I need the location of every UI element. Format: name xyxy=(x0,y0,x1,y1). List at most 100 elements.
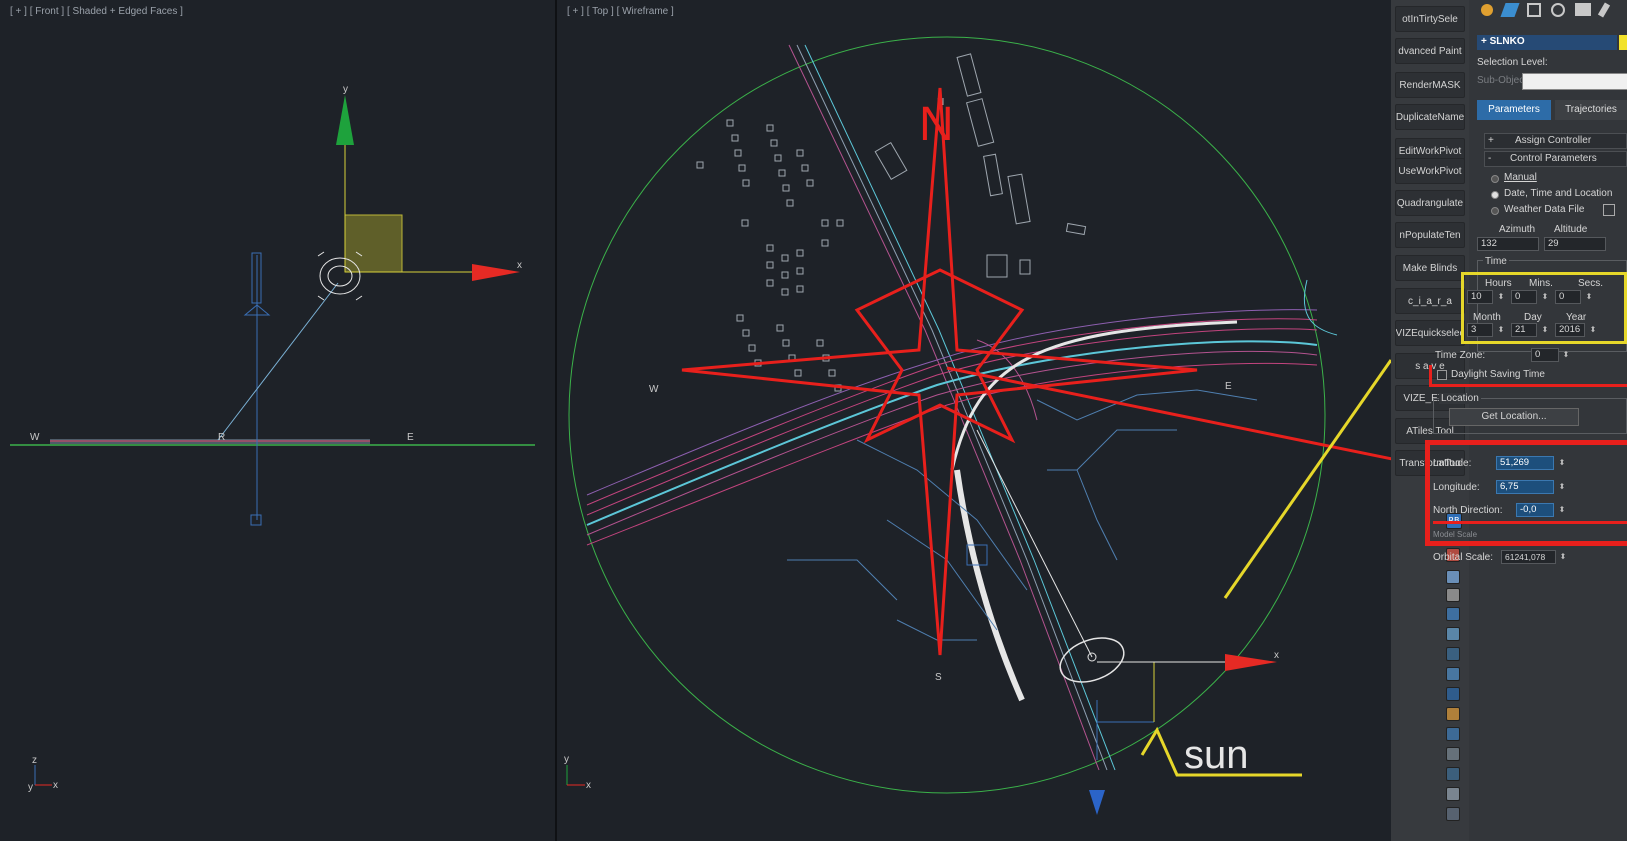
sun-ellipse-icon[interactable] xyxy=(1054,630,1130,690)
object-icon[interactable] xyxy=(1446,747,1460,761)
manual-radio[interactable] xyxy=(1491,175,1499,183)
day-field[interactable]: 21 xyxy=(1511,323,1537,337)
tool-button-1[interactable]: otInTirtySele xyxy=(1395,6,1465,32)
time-zone-field[interactable]: 0 xyxy=(1531,348,1559,362)
scene-icon[interactable] xyxy=(1446,687,1460,701)
hierarchy-tab-icon[interactable] xyxy=(1527,3,1541,17)
hours-field[interactable]: 10 xyxy=(1467,290,1493,304)
mins-field[interactable]: 0 xyxy=(1511,290,1537,304)
create-tab-icon[interactable] xyxy=(1481,4,1493,16)
tool-button-2[interactable]: dvanced Paint xyxy=(1395,38,1465,64)
front-compass-r: R xyxy=(218,432,225,443)
viewport-divider[interactable] xyxy=(555,0,557,841)
orbital-scale-spinner-icon[interactable]: ⬍ xyxy=(1559,552,1567,561)
front-compass-e: E xyxy=(407,432,414,443)
tool-button-11[interactable]: VIZEquickselec xyxy=(1395,320,1465,346)
modify-tab-icon[interactable] xyxy=(1500,3,1520,17)
front-tripod-x-label: x xyxy=(53,780,58,791)
sub-object-label: Sub-Object xyxy=(1477,75,1528,86)
render-icon[interactable] xyxy=(1446,548,1460,562)
time-zone-spinner-icon[interactable]: ⬍ xyxy=(1562,350,1570,359)
camera-icon[interactable] xyxy=(1446,647,1460,661)
tool-button-8[interactable]: nPopulateTen xyxy=(1395,222,1465,248)
tab-trajectories[interactable]: Trajectories xyxy=(1555,100,1627,120)
azimuth-field[interactable]: 132 xyxy=(1477,237,1539,251)
orbital-scale-label: Orbital Scale: xyxy=(1433,552,1494,563)
tab-parameters[interactable]: Parameters xyxy=(1477,100,1551,120)
sub-object-dropdown[interactable] xyxy=(1522,73,1627,90)
gizmo-y-arrow[interactable] xyxy=(336,95,354,145)
object-color-swatch[interactable] xyxy=(1619,35,1627,50)
motion-tab-icon[interactable] xyxy=(1551,3,1565,17)
top-gizmo-z-arrow[interactable] xyxy=(1089,790,1105,815)
longitude-field[interactable]: 6,75 xyxy=(1496,480,1554,494)
date-time-location-label: Date, Time and Location xyxy=(1504,188,1613,199)
time-arrow-annotation xyxy=(1223,359,1391,599)
top-tripod-x-label: x xyxy=(586,780,591,791)
year-label: Year xyxy=(1566,312,1587,323)
front-viewport[interactable]: [ + ] [ Front ] [ Shaded + Edged Faces ]… xyxy=(0,0,555,841)
year-field[interactable]: 2016 xyxy=(1555,323,1585,337)
tool-button-4[interactable]: DuplicateName xyxy=(1395,104,1465,130)
tool-button-6[interactable]: UseWorkPivot xyxy=(1395,158,1465,184)
object-name-field[interactable]: + SLNKO xyxy=(1477,35,1617,50)
tool-button-3[interactable]: RenderMASK xyxy=(1395,72,1465,98)
date-time-location-radio[interactable] xyxy=(1491,191,1499,199)
month-spinner-icon[interactable]: ⬍ xyxy=(1497,325,1505,334)
layer-icon[interactable] xyxy=(1446,627,1460,641)
gizmo-plane[interactable] xyxy=(344,214,403,273)
front-viewport-label[interactable]: [ + ] [ Front ] [ Shaded + Edged Faces ] xyxy=(10,6,183,17)
custom-toolbar: otInTirtySele dvanced Paint RenderMASK D… xyxy=(1391,0,1469,841)
gizmo-y-label: y xyxy=(343,84,348,95)
daylight-saving-checkbox[interactable] xyxy=(1437,370,1447,380)
secs-field[interactable]: 0 xyxy=(1555,290,1581,304)
location-highlight-annotation xyxy=(1425,440,1627,546)
gizmo-x-arrow[interactable] xyxy=(472,264,520,281)
assign-controller-rollout[interactable]: + Assign Controller xyxy=(1484,133,1627,149)
altitude-field[interactable]: 29 xyxy=(1544,237,1606,251)
latitude-field[interactable]: 51,269 xyxy=(1496,456,1554,470)
material-icon[interactable] xyxy=(1446,570,1460,584)
light-icon[interactable] xyxy=(1446,667,1460,681)
gizmo-x-label: x xyxy=(517,260,522,271)
time-group-label: Time xyxy=(1483,256,1509,267)
sun-helper-icon[interactable] xyxy=(319,257,361,295)
year-spinner-icon[interactable]: ⬍ xyxy=(1589,325,1597,334)
north-direction-label: North Direction: xyxy=(1433,505,1503,516)
weather-data-radio[interactable] xyxy=(1491,207,1499,215)
weather-file-button[interactable] xyxy=(1603,204,1615,216)
front-viewport-canvas[interactable]: y x W R E z y x xyxy=(0,0,555,841)
north-direction-spinner-icon[interactable]: ⬍ xyxy=(1558,505,1566,514)
secs-spinner-icon[interactable]: ⬍ xyxy=(1585,292,1593,301)
hours-spinner-icon[interactable]: ⬍ xyxy=(1497,292,1505,301)
utility-icon[interactable] xyxy=(1446,787,1460,801)
grid-icon[interactable] xyxy=(1446,588,1460,602)
image-icon[interactable] xyxy=(1446,707,1460,721)
control-parameters-rollout[interactable]: - Control Parameters xyxy=(1484,151,1627,167)
explorer-icon[interactable] xyxy=(1446,767,1460,781)
latitude-spinner-icon[interactable]: ⬍ xyxy=(1558,458,1566,467)
tool-button-10[interactable]: c_i_a_r_a xyxy=(1395,288,1465,314)
tool-button-7[interactable]: Quadrangulate xyxy=(1395,190,1465,216)
utilities-tab-icon[interactable] xyxy=(1597,2,1611,18)
get-location-button[interactable]: Get Location... xyxy=(1449,408,1579,426)
month-field[interactable]: 3 xyxy=(1467,323,1493,337)
star-inner-annotation xyxy=(854,268,1025,444)
hours-label: Hours xyxy=(1485,278,1512,289)
top-viewport[interactable]: [ + ] [ Top ] [ Wireframe ] xyxy=(557,0,1391,841)
top-viewport-canvas[interactable]: N S W E N x sun y x xyxy=(557,0,1391,841)
orbital-scale-field[interactable]: 61241,078 xyxy=(1501,550,1556,564)
longitude-spinner-icon[interactable]: ⬍ xyxy=(1558,482,1566,491)
top-viewport-label[interactable]: [ + ] [ Top ] [ Wireframe ] xyxy=(567,6,674,17)
tool-button-9[interactable]: Make Blinds xyxy=(1395,255,1465,281)
mins-spinner-icon[interactable]: ⬍ xyxy=(1541,292,1549,301)
curve-icon[interactable] xyxy=(1446,727,1460,741)
top-gizmo-x-arrow[interactable] xyxy=(1225,654,1277,671)
sun-center-icon xyxy=(1087,652,1097,662)
day-spinner-icon[interactable]: ⬍ xyxy=(1541,325,1549,334)
display-tab-icon[interactable] xyxy=(1575,3,1591,16)
north-direction-field[interactable]: -0,0 xyxy=(1516,503,1554,517)
settings-icon[interactable] xyxy=(1446,807,1460,821)
selection-level-label: Selection Level: xyxy=(1477,57,1548,68)
view-icon[interactable] xyxy=(1446,607,1460,621)
